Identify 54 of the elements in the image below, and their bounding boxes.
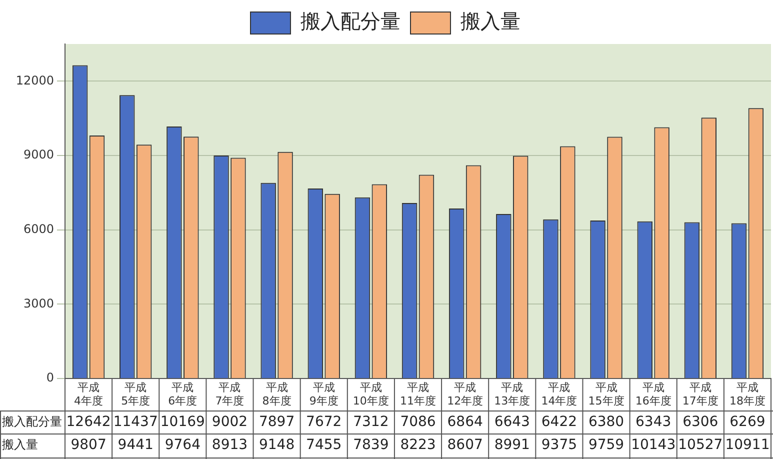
x-tick-label: 平成 5年度 bbox=[121, 381, 150, 408]
y-tick-label: 12000 bbox=[16, 73, 54, 88]
x-tick-label: 平成 11年度 bbox=[400, 381, 436, 408]
data-label: 9375 bbox=[541, 437, 578, 454]
data-label: 8913 bbox=[212, 437, 248, 454]
text: 搬入量 bbox=[2, 438, 38, 452]
data-label: 10143 bbox=[631, 437, 676, 454]
data-label: 8607 bbox=[447, 437, 483, 454]
data-label: 6422 bbox=[541, 414, 578, 430]
y-tick-label: 3000 bbox=[23, 296, 54, 310]
data-label: 9002 bbox=[212, 414, 248, 430]
data-label: 6343 bbox=[636, 414, 672, 430]
y-tick-label: 9000 bbox=[23, 148, 54, 162]
text: 搬入配分量 bbox=[2, 414, 62, 429]
x-tick-label: 平成 13年度 bbox=[494, 381, 530, 408]
data-label: 10911 bbox=[725, 437, 770, 454]
data-label: 6643 bbox=[494, 414, 530, 430]
x-tick-label: 平成 17年度 bbox=[682, 381, 718, 408]
data-label: 9759 bbox=[588, 437, 624, 454]
y-tick-label: 0 bbox=[46, 370, 54, 385]
data-label: 9148 bbox=[258, 437, 295, 454]
data-label: 8991 bbox=[494, 437, 530, 454]
data-label: 7672 bbox=[306, 414, 342, 430]
x-tick-label: 平成 7年度 bbox=[215, 381, 244, 408]
data-label: 7897 bbox=[258, 414, 295, 430]
data-label: 8223 bbox=[400, 437, 436, 454]
x-tick-label: 平成 9年度 bbox=[309, 381, 338, 408]
legend-label: 搬入配分量 bbox=[300, 9, 400, 34]
x-tick-label: 平成 12年度 bbox=[447, 381, 484, 408]
data-label: 6306 bbox=[682, 414, 718, 430]
x-tick-label: 平成 16年度 bbox=[635, 381, 672, 408]
x-tick-label: 平成 4年度 bbox=[74, 381, 104, 408]
data-label: 9441 bbox=[118, 437, 154, 454]
x-tick-label: 平成 15年度 bbox=[588, 381, 624, 408]
data-label: 7086 bbox=[400, 414, 436, 430]
data-label: 9764 bbox=[164, 437, 201, 454]
data-label: 6380 bbox=[588, 414, 624, 430]
legend-label: 搬入量 bbox=[460, 9, 520, 34]
x-tick-label: 平成 14年度 bbox=[541, 381, 578, 408]
data-label: 7312 bbox=[353, 414, 389, 430]
x-tick-label: 平成 6年度 bbox=[168, 381, 198, 408]
x-tick-label: 平成 18年度 bbox=[729, 381, 766, 408]
data-label: 7839 bbox=[353, 437, 389, 454]
data-label: 10169 bbox=[160, 414, 205, 430]
data-label: 7455 bbox=[306, 437, 342, 454]
y-tick-label: 6000 bbox=[23, 222, 54, 236]
data-label: 6864 bbox=[447, 414, 483, 430]
data-label: 11437 bbox=[113, 414, 158, 430]
data-label: 9807 bbox=[70, 437, 106, 454]
data-label: 12642 bbox=[66, 414, 111, 430]
x-tick-label: 平成 8年度 bbox=[262, 381, 292, 408]
x-tick-label: 平成 10年度 bbox=[352, 381, 389, 408]
data-label: 6269 bbox=[730, 414, 766, 430]
data-label: 10527 bbox=[678, 437, 723, 454]
